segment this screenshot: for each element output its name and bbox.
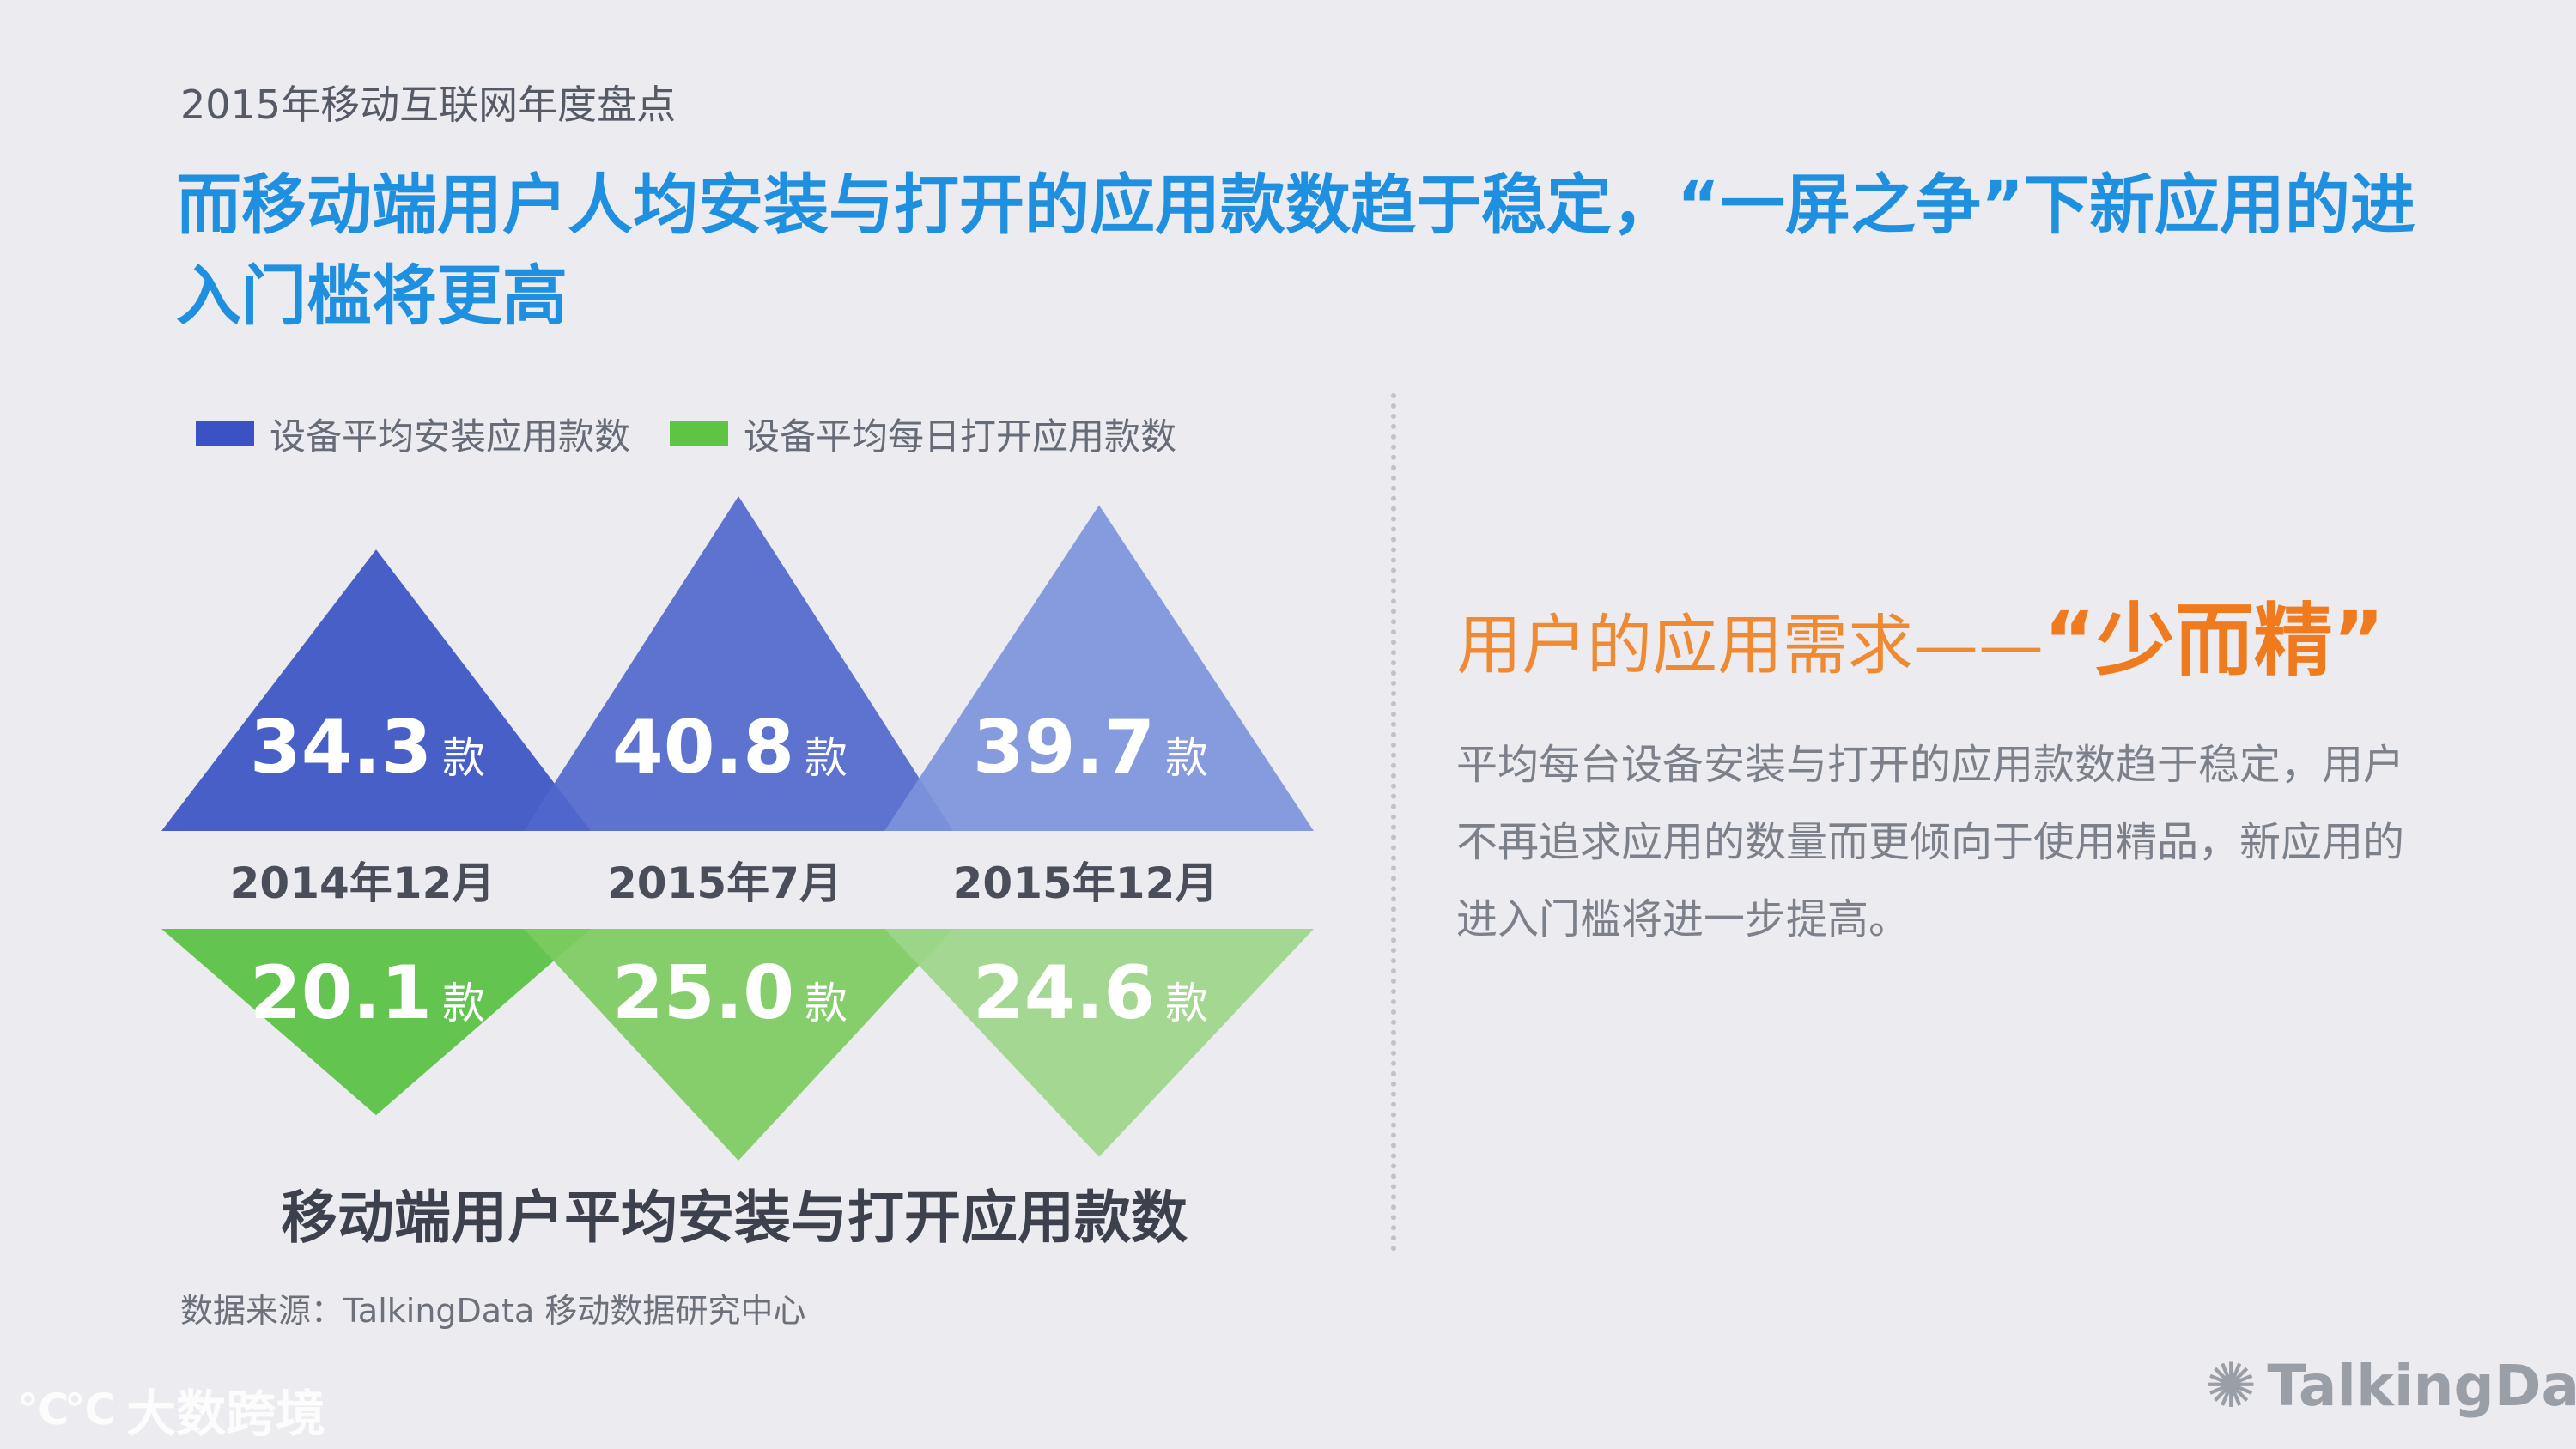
legend-label-install: 设备平均安装应用款数: [270, 415, 631, 458]
legend-swatch-install: [196, 421, 254, 446]
open-value-1: 20.1 款: [250, 950, 485, 1036]
open-triangle-3: [884, 929, 1314, 1157]
side-title: 用户的应用需求——“少而精”: [1456, 577, 2385, 691]
open-triangle-1: [161, 929, 591, 1116]
chart-title: 移动端用户平均安装与打开应用款数: [281, 1185, 1188, 1251]
install-triangle-3: [884, 505, 1314, 831]
category-label-1: 2014年12月: [230, 858, 495, 908]
category-label-3: 2015年12月: [953, 858, 1218, 908]
talkingdata-logo-text: TalkingData: [2267, 1352, 2576, 1419]
install-triangle-1: [161, 549, 591, 831]
report-label: 2015年移动互联网年度盘点: [180, 82, 677, 128]
side-title-emphasis: “少而精”: [2044, 595, 2385, 687]
dotted-divider: [1391, 393, 1396, 1252]
talkingdata-gear-icon: ✺: [2205, 1349, 2257, 1422]
dashuju-logo-text: 大数跨境: [126, 1385, 326, 1443]
install-triangle-2: [524, 495, 953, 831]
headline: 而移动端用户人均安装与打开的应用款数趋于稳定，“一屏之争”下新应用的进入门槛将更…: [176, 167, 2415, 334]
legend-install: 设备平均安装应用款数: [196, 405, 630, 462]
dashuju-logo-mark: ℃℃: [17, 1385, 116, 1434]
dashuju-logo: ℃℃ 大数跨境: [17, 1373, 325, 1446]
legend-open: 设备平均每日打开应用款数: [670, 405, 1176, 462]
open-triangle-2: [524, 929, 953, 1161]
install-value-2: 40.8 款: [612, 705, 848, 791]
category-label-2: 2015年7月: [607, 858, 842, 908]
side-title-prefix: 用户的应用需求——: [1456, 607, 2044, 683]
side-body: 平均每台设备安装与打开的应用款数趋于稳定，用户不再追求应用的数量而更倾向于使用精…: [1456, 741, 2405, 943]
open-value-2: 25.0 款: [612, 950, 848, 1036]
source-note: 数据来源：TalkingData 移动数据研究中心: [180, 1292, 806, 1330]
talkingdata-logo: ✺ TalkingData: [2205, 1349, 2576, 1422]
legend-swatch-open: [670, 421, 728, 446]
legend-label-open: 设备平均每日打开应用款数: [744, 415, 1177, 458]
